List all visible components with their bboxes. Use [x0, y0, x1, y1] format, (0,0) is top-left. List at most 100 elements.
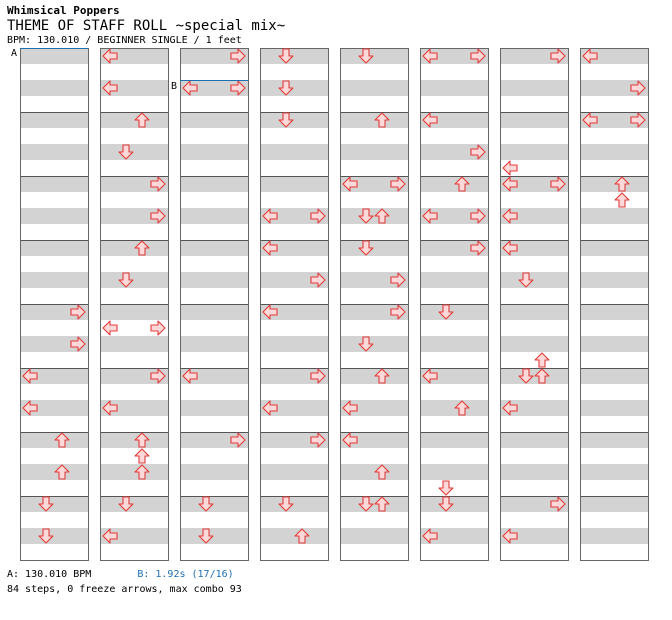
beat-stripe [500, 464, 568, 480]
beat-stripe [420, 464, 488, 480]
beat-stripe [340, 304, 408, 320]
down-arrow-icon [278, 496, 294, 512]
song-title: THEME OF STAFF ROLL ~special mix~ [7, 18, 286, 34]
beat-stripe [500, 528, 568, 544]
left-arrow-icon [422, 112, 438, 128]
left-arrow-icon [582, 48, 598, 64]
up-arrow-icon [374, 368, 390, 384]
beat-stripe [580, 176, 648, 192]
left-arrow-icon [262, 400, 278, 416]
beat-stripe [580, 304, 648, 320]
up-arrow-icon [134, 240, 150, 256]
up-arrow-icon [374, 496, 390, 512]
left-arrow-icon [422, 528, 438, 544]
down-arrow-icon [198, 528, 214, 544]
beat-stripe [340, 240, 408, 256]
chart-column [580, 48, 649, 561]
right-arrow-icon [310, 208, 326, 224]
left-arrow-icon [262, 240, 278, 256]
beat-stripe [180, 528, 248, 544]
beat-stripe [100, 304, 168, 320]
beat-stripe [180, 400, 248, 416]
beat-stripe [20, 464, 88, 480]
left-arrow-icon [502, 176, 518, 192]
up-arrow-icon [374, 464, 390, 480]
beat-stripe [420, 112, 488, 128]
left-arrow-icon [582, 112, 598, 128]
beat-stripe [340, 80, 408, 96]
down-arrow-icon [358, 240, 374, 256]
beat-stripe [420, 208, 488, 224]
beat-stripe [100, 48, 168, 64]
beat-stripe [420, 144, 488, 160]
beat-stripe [340, 272, 408, 288]
beat-stripe [260, 336, 328, 352]
stop-legend: B: 1.92s (17/16) [137, 569, 234, 580]
beat-stripe [100, 208, 168, 224]
down-arrow-icon [358, 48, 374, 64]
beat-stripe [580, 368, 648, 384]
column-border [260, 48, 329, 561]
right-arrow-icon [70, 304, 86, 320]
beat-stripe [340, 176, 408, 192]
beat-stripe [340, 48, 408, 64]
down-arrow-icon [518, 272, 534, 288]
beat-stripe [180, 144, 248, 160]
beat-stripe [340, 336, 408, 352]
beat-stripe [180, 48, 248, 64]
up-arrow-icon [134, 432, 150, 448]
beat-stripe [20, 80, 88, 96]
right-arrow-icon [70, 336, 86, 352]
beat-stripe [420, 496, 488, 512]
beat-stripe [420, 272, 488, 288]
left-arrow-icon [102, 528, 118, 544]
beat-stripe [180, 176, 248, 192]
beat-stripe [500, 144, 568, 160]
up-arrow-icon [374, 208, 390, 224]
beat-stripe [260, 400, 328, 416]
up-arrow-icon [454, 176, 470, 192]
beat-stripe [180, 80, 248, 96]
beat-stripe [100, 336, 168, 352]
beat-stripe [420, 240, 488, 256]
beat-stripe [580, 144, 648, 160]
beat-stripe [20, 400, 88, 416]
beat-stripe [340, 208, 408, 224]
beat-stripe [180, 464, 248, 480]
right-arrow-icon [550, 176, 566, 192]
chart-column [340, 48, 409, 561]
beat-stripe [500, 496, 568, 512]
beat-stripe [420, 528, 488, 544]
left-arrow-icon [502, 208, 518, 224]
column-border [500, 48, 569, 561]
left-arrow-icon [262, 304, 278, 320]
left-arrow-icon [102, 80, 118, 96]
left-arrow-icon [422, 48, 438, 64]
right-arrow-icon [310, 432, 326, 448]
chart-column [100, 48, 169, 561]
down-arrow-icon [38, 496, 54, 512]
beat-stripe [260, 240, 328, 256]
beat-stripe [260, 48, 328, 64]
beat-stripe [100, 80, 168, 96]
beat-stripe [580, 336, 648, 352]
down-arrow-icon [278, 112, 294, 128]
beat-stripe [500, 368, 568, 384]
down-arrow-icon [358, 336, 374, 352]
left-arrow-icon [262, 208, 278, 224]
chart-column [420, 48, 489, 561]
beat-stripe [580, 272, 648, 288]
beat-stripe [20, 304, 88, 320]
right-arrow-icon [230, 48, 246, 64]
left-arrow-icon [102, 48, 118, 64]
beat-stripe [500, 336, 568, 352]
chart-info: BPM: 130.010 / BEGINNER SINGLE / 1 feet [7, 35, 242, 46]
beat-stripe [100, 112, 168, 128]
beat-stripe [420, 336, 488, 352]
up-arrow-icon [614, 176, 630, 192]
column-border [420, 48, 489, 561]
beat-stripe [580, 240, 648, 256]
stop-marker-label: B [171, 81, 177, 92]
beat-stripe [260, 208, 328, 224]
beat-stripe [340, 368, 408, 384]
